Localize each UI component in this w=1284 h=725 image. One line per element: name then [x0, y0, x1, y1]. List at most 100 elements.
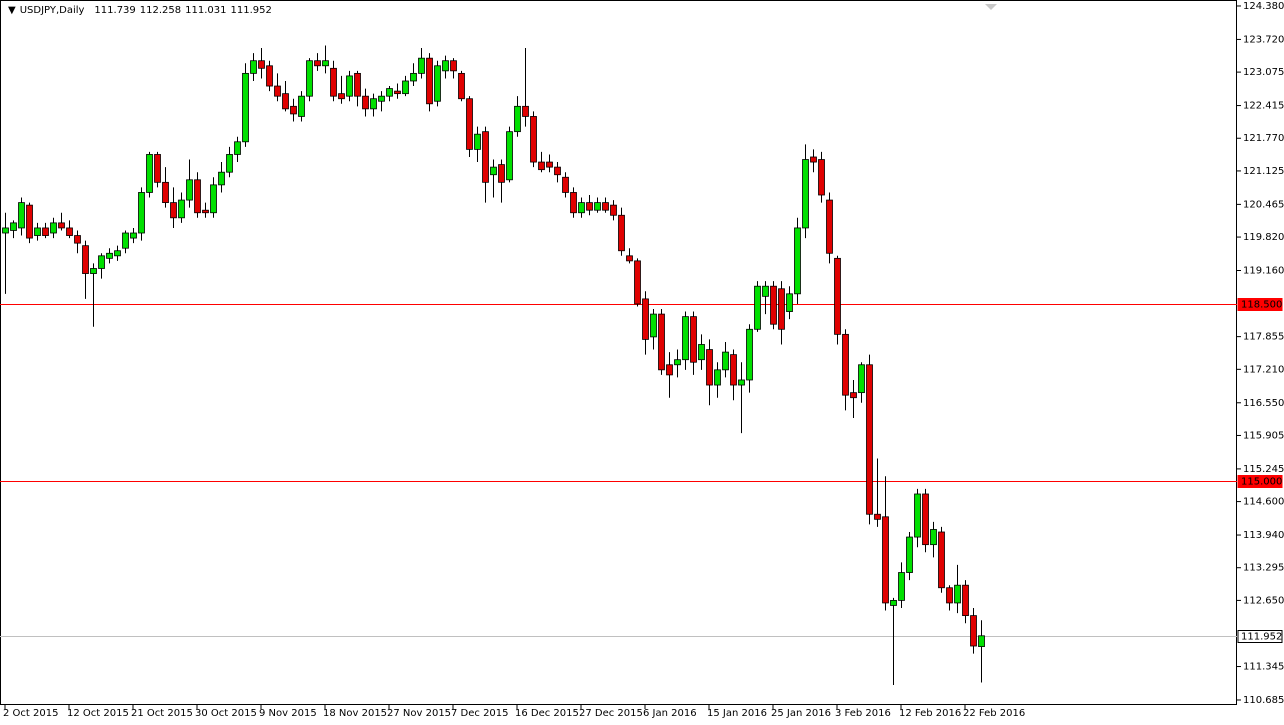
candle-body: [658, 313, 665, 371]
candle-body: [626, 255, 633, 262]
menu-arrow: ▼: [8, 5, 16, 16]
candle-body: [114, 250, 121, 257]
candle-body: [74, 235, 81, 244]
candle-body: [682, 316, 689, 361]
header-open: 111.739: [94, 5, 136, 16]
x-tick-label: 12 Oct 2015: [67, 708, 129, 719]
candle-body: [794, 227, 801, 295]
candle-body: [802, 159, 809, 229]
candle-body: [674, 359, 681, 366]
candle-body: [410, 72, 417, 82]
candle-body: [306, 60, 313, 97]
y-tick-label: 117.210: [1243, 364, 1284, 375]
candle-body: [250, 60, 257, 74]
y-tick-label: 121.125: [1243, 166, 1284, 177]
candle-body: [586, 202, 593, 211]
candle-body: [874, 513, 881, 520]
y-tick-label: 113.295: [1243, 563, 1284, 574]
y-tick-label: 114.600: [1243, 497, 1284, 508]
y-tick-label: 124.380: [1243, 1, 1284, 12]
symbol: USDJPY,Daily: [19, 5, 85, 16]
y-tick-label: 111.345: [1243, 662, 1284, 673]
candle-body: [378, 95, 385, 102]
candle-body: [346, 75, 353, 97]
candle-body: [90, 268, 97, 274]
candle-body: [442, 60, 449, 72]
y-tick-label: 117.855: [1243, 332, 1284, 343]
candle-body: [290, 105, 297, 115]
x-tick-label: 7 Dec 2015: [451, 708, 509, 719]
candle-body: [946, 587, 953, 604]
candle-body: [738, 379, 745, 386]
price-label: 118.500: [1241, 300, 1282, 311]
shift-marker: [985, 4, 997, 10]
candle-body: [362, 95, 369, 110]
candle-body: [882, 516, 889, 604]
candle-body: [186, 179, 193, 201]
candle-body: [914, 493, 921, 538]
candle-body: [770, 285, 777, 325]
candle-body: [458, 72, 465, 100]
y-tick-label: 123.720: [1243, 34, 1284, 45]
candle-body: [538, 161, 545, 171]
candle-body: [394, 90, 401, 95]
x-tick-label: 12 Feb 2016: [899, 708, 961, 719]
price-label-box: [1237, 298, 1283, 311]
y-tick-label: 115.245: [1243, 464, 1284, 475]
candle-body: [122, 232, 129, 249]
candle-body: [434, 65, 441, 102]
x-tick-label: 27 Dec 2015: [579, 708, 643, 719]
x-tick-label: 18 Nov 2015: [323, 708, 387, 719]
x-tick-label: 15 Jan 2016: [707, 708, 767, 719]
x-tick-label: 2 Oct 2015: [3, 708, 58, 719]
candle-body: [778, 288, 785, 330]
candle-body: [314, 60, 321, 67]
candle-body: [162, 181, 169, 204]
y-tick-label: 120.465: [1243, 199, 1284, 210]
candle-body: [178, 199, 185, 219]
candle-body: [466, 98, 473, 150]
candle-body: [522, 105, 529, 117]
candle-body: [282, 93, 289, 110]
candle-body: [634, 260, 641, 305]
candle-body: [218, 171, 225, 186]
candle-body: [762, 285, 769, 297]
candle-body: [834, 257, 841, 335]
candle-body: [938, 531, 945, 589]
candle-body: [338, 93, 345, 100]
candle-body: [50, 222, 57, 234]
candle-body: [890, 600, 897, 606]
candle-body: [242, 72, 249, 143]
plot-frame: [0, 0, 1237, 705]
candle-body: [618, 214, 625, 252]
candle-body: [266, 65, 273, 87]
y-tick-label: 123.075: [1243, 67, 1284, 78]
candle-body: [138, 192, 145, 234]
x-tick-label: 27 Nov 2015: [387, 708, 451, 719]
x-tick-label: 3 Feb 2016: [835, 708, 891, 719]
candle-body: [482, 131, 489, 183]
candle-body: [34, 227, 41, 236]
candle-body: [146, 154, 153, 193]
candle-body: [450, 60, 457, 72]
header-high: 112.258: [139, 5, 182, 16]
candle-body: [850, 392, 857, 399]
candle-body: [370, 98, 377, 110]
candle-body: [514, 105, 521, 133]
candle-body: [154, 154, 161, 183]
candle-body: [978, 635, 985, 647]
y-tick-label: 119.160: [1243, 266, 1284, 277]
candle-body: [930, 529, 937, 546]
candle-body: [666, 364, 673, 376]
candle-body: [818, 159, 825, 196]
y-tick-label: 112.650: [1243, 595, 1284, 606]
candle-body: [418, 57, 425, 74]
candle-body: [970, 615, 977, 647]
candle-body: [786, 293, 793, 312]
candle-body: [354, 72, 361, 97]
x-tick-label: 6 Jan 2016: [643, 708, 697, 719]
candle-body: [690, 316, 697, 363]
y-tick-label: 119.820: [1243, 232, 1284, 243]
candle-body: [842, 333, 849, 396]
